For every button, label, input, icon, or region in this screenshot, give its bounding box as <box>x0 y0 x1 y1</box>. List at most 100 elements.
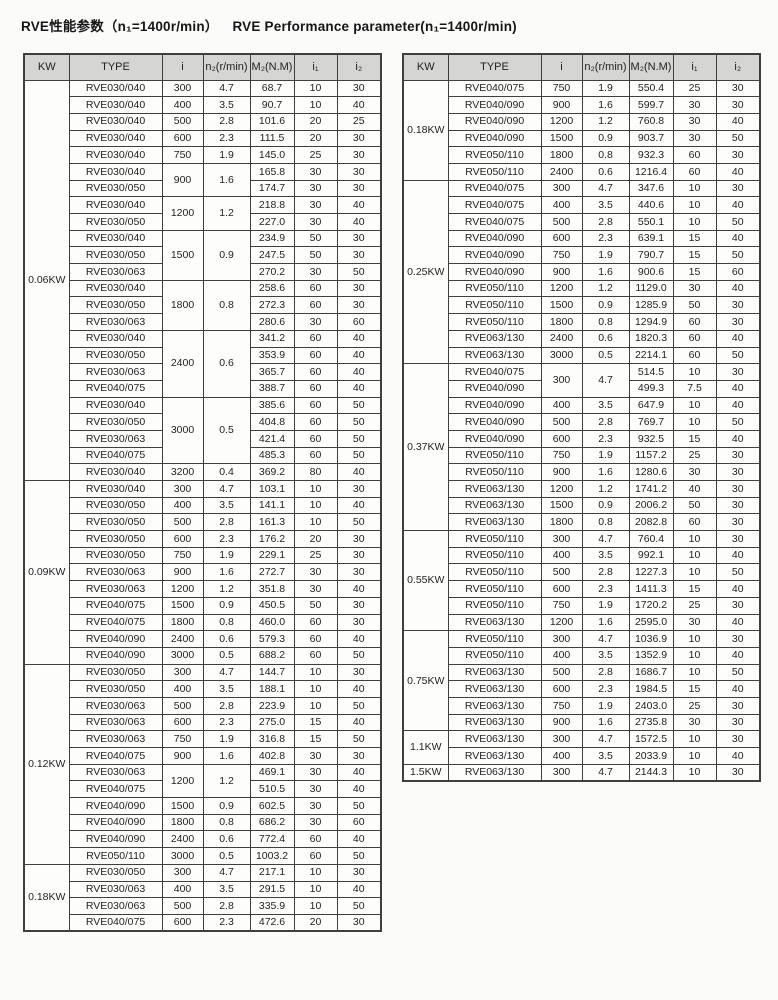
type-cell: RVE030/040 <box>68 396 163 415</box>
type-cell: RVE030/063 <box>68 580 163 598</box>
n2-speed-cell: 3.5 <box>581 646 630 665</box>
i1-cell: 60 <box>672 346 717 365</box>
table-row: RVE050/110 900 1.6 1280.6 30 30 <box>403 463 761 481</box>
i1-cell: 60 <box>293 329 338 348</box>
table-row: RVE040/075 388.7 60 40 <box>24 379 382 398</box>
table-row: 0.37KW RVE040/075 300 4.7 514.5 10 30 <box>402 363 761 532</box>
table-row: RVE030/050 500 2.8 161.3 10 50 <box>24 513 382 532</box>
type-cell: RVE030/050 <box>68 296 163 315</box>
i2-cell: 40 <box>336 780 382 799</box>
i1-cell: 30 <box>293 563 338 582</box>
m2-torque-cell: 639.1 <box>628 229 674 248</box>
table-row: RVE030/040 900 1.6 165.8 30 30 <box>24 162 382 198</box>
ratio-i-cell: 1200 <box>540 480 583 498</box>
i2-cell: 50 <box>336 730 382 748</box>
table-row: RVE030/063 400 3.5 291.5 10 40 <box>24 880 382 899</box>
table-row: RVE030/063 280.6 30 60 <box>24 313 382 331</box>
table-row: 0.12KW RVE030/050 300 4.7 144.7 10 30 <box>23 663 382 865</box>
type-cell: RVE030/050 <box>68 680 163 698</box>
n2-speed-cell: 2.8 <box>581 413 630 431</box>
type-cell: RVE030/050 <box>68 496 163 515</box>
type-cell: RVE050/110 <box>447 463 542 481</box>
ratio-i-cell: 300 <box>161 79 204 98</box>
m2-torque-cell: 440.6 <box>628 196 674 214</box>
column-header-type: TYPE <box>447 53 542 81</box>
n2-speed-cell: 0.5 <box>581 346 630 365</box>
type-cell: RVE063/130 <box>447 496 542 515</box>
i1-cell: 60 <box>293 279 338 298</box>
i2-cell: 40 <box>715 196 761 214</box>
i2-cell: 40 <box>336 96 382 114</box>
i2-cell: 40 <box>715 379 761 398</box>
i2-cell: 50 <box>715 129 761 148</box>
table-row: RVE050/110 400 3.5 1352.9 10 40 <box>403 646 761 665</box>
table-row: RVE040/075 485.3 60 50 <box>24 446 382 465</box>
i1-cell: 60 <box>293 396 338 415</box>
n2-speed-cell: 3.5 <box>202 96 251 114</box>
ratio-i-cell: 300 <box>540 630 583 648</box>
m2-torque-cell: 992.1 <box>628 546 674 565</box>
i1-cell: 20 <box>293 530 338 548</box>
table-row: RVE050/110 1800 0.8 932.3 60 30 <box>403 146 761 164</box>
i2-cell: 30 <box>336 129 382 148</box>
m2-torque-cell: 579.3 <box>249 630 295 648</box>
type-cell: RVE040/090 <box>447 379 542 398</box>
n2-speed-cell: 0.5 <box>202 396 251 465</box>
m2-torque-cell: 647.9 <box>628 396 674 415</box>
ratio-i-cell: 1200 <box>540 112 583 131</box>
i1-cell: 30 <box>672 96 717 114</box>
type-cell: RVE030/063 <box>68 897 163 915</box>
table-row: RVE040/090 750 1.9 790.7 15 50 <box>403 246 761 265</box>
i1-cell: 10 <box>293 513 338 532</box>
type-cell: RVE050/110 <box>447 279 542 298</box>
i2-cell: 30 <box>715 730 761 748</box>
n2-speed-cell: 1.6 <box>202 747 251 765</box>
ratio-i-cell: 400 <box>540 747 583 765</box>
type-cell: RVE050/110 <box>447 596 542 615</box>
i1-cell: 15 <box>672 680 717 698</box>
ratio-i-cell: 900 <box>161 162 204 198</box>
i2-cell: 50 <box>336 897 382 915</box>
n2-speed-cell: 0.9 <box>202 229 251 281</box>
type-cell: RVE040/090 <box>447 413 542 431</box>
column-header-i2: i₂ <box>715 53 761 81</box>
n2-speed-cell: 2.3 <box>581 429 630 448</box>
i1-cell: 60 <box>293 363 338 381</box>
type-cell: RVE030/050 <box>68 530 163 548</box>
m2-torque-cell: 2735.8 <box>628 713 674 732</box>
n2-speed-cell: 1.9 <box>202 146 251 164</box>
m2-torque-cell: 460.0 <box>249 613 295 632</box>
i2-cell: 60 <box>715 263 761 281</box>
i1-cell: 60 <box>672 313 717 331</box>
i2-cell: 40 <box>336 763 382 782</box>
n2-speed-cell: 0.5 <box>202 847 251 865</box>
m2-torque-cell: 2006.2 <box>628 496 674 515</box>
i2-cell: 40 <box>715 580 761 598</box>
table-row: RVE040/090 1800 0.8 686.2 30 60 <box>24 813 382 832</box>
m2-torque-cell: 353.9 <box>249 346 295 365</box>
m2-torque-cell: 280.6 <box>249 313 295 331</box>
i1-cell: 25 <box>672 696 717 715</box>
ratio-i-cell: 400 <box>161 880 204 899</box>
table-row: RVE063/130 1500 0.9 2006.2 50 30 <box>403 496 761 515</box>
n2-speed-cell: 0.8 <box>202 613 251 632</box>
i1-cell: 10 <box>293 897 338 915</box>
n2-speed-cell: 1.9 <box>202 546 251 565</box>
i2-cell: 50 <box>336 429 382 448</box>
type-cell: RVE040/075 <box>68 613 163 632</box>
i2-cell: 30 <box>336 146 382 164</box>
kw-group-cell: 0.18KW <box>23 863 70 932</box>
ratio-i-cell: 1500 <box>161 229 204 281</box>
type-cell: RVE030/050 <box>68 863 163 882</box>
n2-speed-cell: 2.3 <box>581 580 630 598</box>
i1-cell: 30 <box>293 747 338 765</box>
i2-cell: 30 <box>336 246 382 265</box>
i2-cell: 30 <box>336 613 382 632</box>
m2-torque-cell: 1352.9 <box>628 646 674 665</box>
n2-speed-cell: 0.9 <box>581 496 630 515</box>
table-row: RVE030/063 600 2.3 275.0 15 40 <box>24 713 382 732</box>
n2-speed-cell: 0.9 <box>581 129 630 148</box>
i1-cell: 10 <box>293 79 338 98</box>
i1-cell: 30 <box>293 780 338 799</box>
m2-torque-cell: 2033.9 <box>628 747 674 765</box>
